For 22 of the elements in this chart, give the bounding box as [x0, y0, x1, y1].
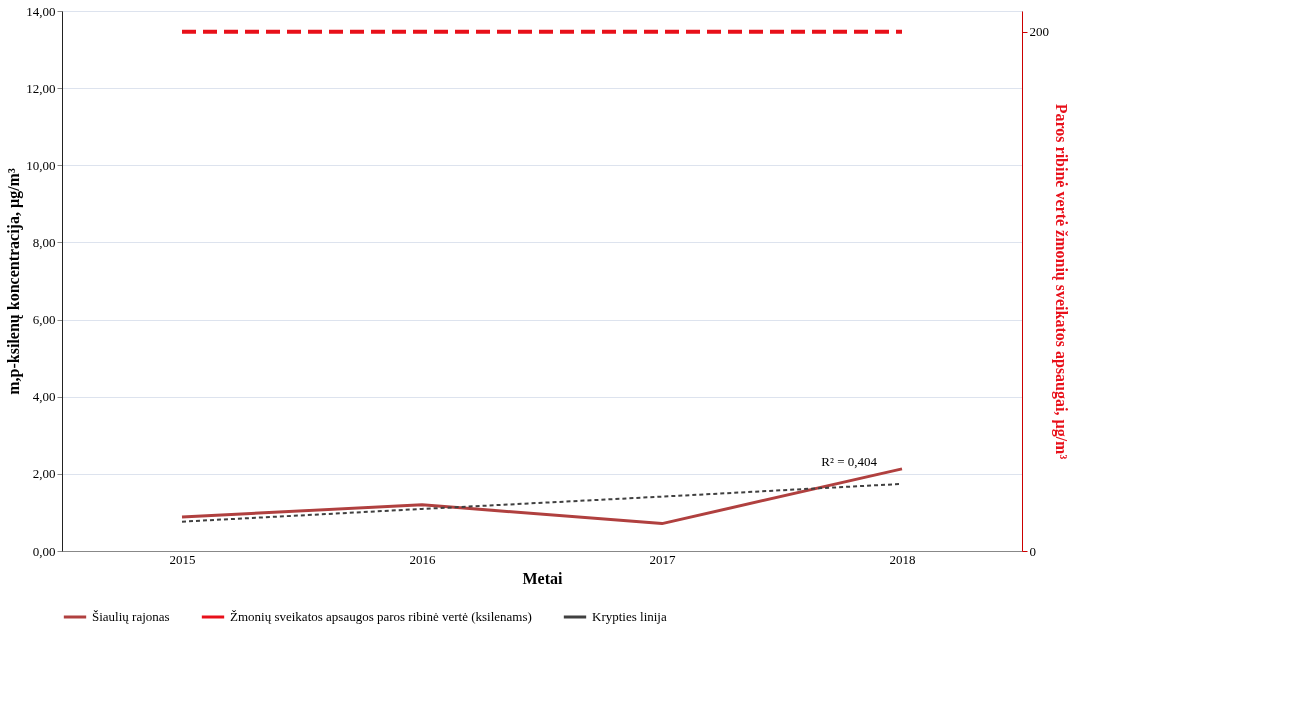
y-tick-label: 14,00 [26, 3, 56, 19]
y-tick-label: 2,00 [32, 466, 56, 482]
legend-label: Krypties linija [592, 609, 667, 624]
line-series [180, 467, 904, 526]
x-tick-label: 2016 [409, 551, 436, 567]
y-tick-label: 12,00 [26, 80, 56, 96]
legend-label: Žmonių sveikatos apsaugos paros ribinė vertė (ksilenams) [230, 609, 532, 624]
y2-axis-title: Paros ribinė vertė žmonių sveikatos apsaugai, µg/m³ [1052, 103, 1070, 460]
y-tick-label: 6,00 [32, 312, 56, 328]
y-tick-label: 10,00 [26, 157, 56, 173]
legend-label: Šiaulių rajonas [92, 609, 170, 624]
x-axis-title: Metai [522, 569, 564, 587]
x-tick-label: 2015 [169, 551, 196, 567]
y-axis-title: m,p-ksilenų koncentracija, µg/m³ [5, 168, 24, 395]
y2-tick-label: 0 [1029, 543, 1036, 559]
y-tick-label: 8,00 [32, 234, 56, 250]
y-tick-label: 4,00 [32, 389, 56, 405]
y2-tick-label: 200 [1029, 24, 1049, 40]
x-tick-label: 2018 [889, 551, 916, 567]
x-tick-label: 2017 [649, 551, 676, 567]
annotation: R² = 0,404 [821, 453, 878, 469]
y-tick-label: 0,00 [32, 543, 56, 559]
